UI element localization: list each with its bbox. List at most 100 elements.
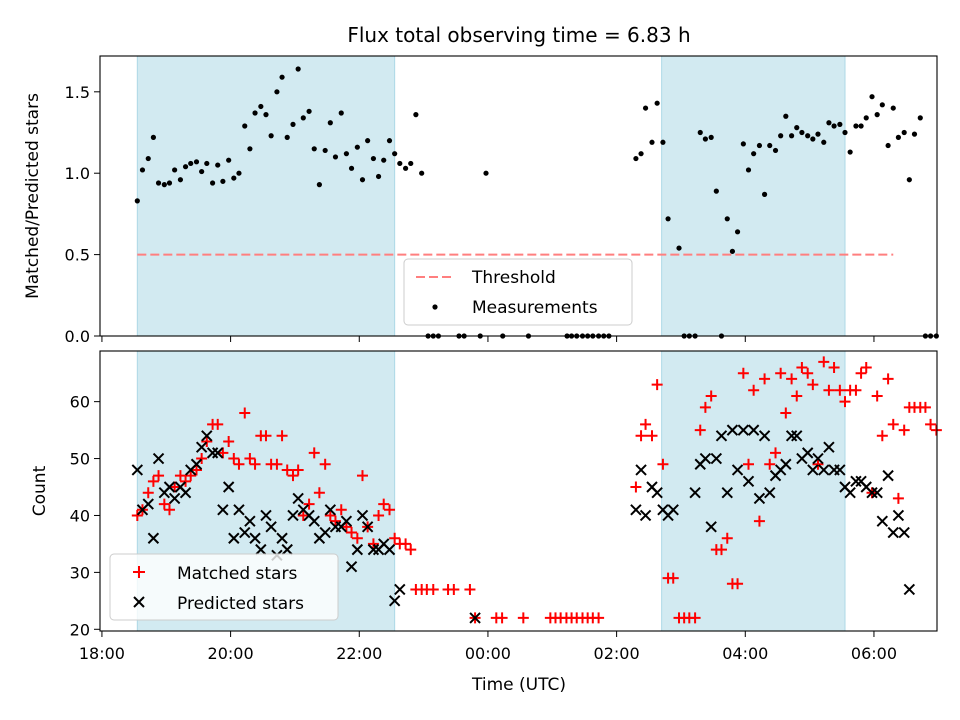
- measurement-point: [300, 115, 306, 121]
- legend-matched-swatch: [133, 566, 145, 578]
- measurement-point: [236, 170, 242, 176]
- matched-star-marker: [185, 470, 197, 482]
- matched-star-marker: [196, 453, 208, 465]
- legend-matched-label: Matched stars: [177, 564, 297, 584]
- measurement-point: [177, 177, 184, 183]
- measurement-point: [386, 138, 393, 144]
- predicted-star-marker: [635, 464, 647, 476]
- shaded-regions-top: [136, 55, 846, 337]
- measurement-point: [879, 102, 885, 108]
- matched-star-marker: [292, 464, 304, 476]
- matched-star-marker: [919, 401, 931, 413]
- predicted-star-marker: [699, 452, 712, 465]
- matched-star-marker: [689, 612, 701, 624]
- measurement-point: [172, 167, 178, 173]
- predicted-star-marker: [276, 532, 288, 544]
- predicted-star-marker: [791, 430, 803, 442]
- predicted-star-marker: [142, 498, 154, 510]
- predicted-star-marker: [834, 464, 846, 476]
- measurement-point: [789, 133, 795, 139]
- measurement-point: [392, 151, 398, 157]
- matched-star-marker: [812, 458, 824, 470]
- y-axis-top: 0.0 0.5 1.0 1.5: [65, 83, 100, 346]
- matched-star-marker: [721, 532, 733, 544]
- y-axis-label-bottom: Count: [30, 465, 50, 516]
- matched-star-marker: [667, 572, 679, 584]
- measurement-point: [767, 142, 773, 149]
- measurement-point: [740, 141, 746, 147]
- measurement-point: [322, 147, 328, 154]
- measurement-point: [869, 94, 875, 100]
- measurement-point: [354, 144, 360, 150]
- predicted-star-marker: [753, 492, 766, 505]
- axes-frame-top: [99, 55, 938, 337]
- predicted-star-marker: [876, 515, 889, 527]
- matched-star-marker: [244, 453, 256, 465]
- predicted-star-marker: [212, 447, 224, 459]
- matched-star-marker: [882, 373, 894, 385]
- x-tick-label: 02:00: [594, 644, 640, 663]
- matched-star-marker: [142, 487, 154, 499]
- measurement-point: [327, 120, 333, 126]
- matched-star-marker: [131, 509, 143, 521]
- predicted-star-marker: [244, 515, 256, 527]
- matched-star-marker: [770, 447, 782, 459]
- measurement-point: [660, 139, 666, 145]
- predicted-star-marker: [630, 504, 642, 516]
- matched-star-marker: [180, 475, 192, 487]
- predicted-star-marker: [255, 543, 267, 556]
- predicted-star-marker: [469, 612, 481, 624]
- matched-star-marker: [335, 504, 347, 516]
- measurement-point: [161, 182, 167, 188]
- measurement-point: [885, 142, 891, 149]
- predicted-star-marker: [367, 543, 380, 556]
- legend-measurement-swatch: [432, 304, 438, 310]
- matched-star-marker: [646, 430, 658, 442]
- matched-star-marker: [657, 458, 669, 470]
- matched-star-marker: [313, 487, 325, 499]
- measurement-point: [375, 173, 382, 180]
- matched-star-marker: [223, 435, 235, 447]
- matched-star-marker: [517, 612, 529, 624]
- predicted-star-marker: [689, 486, 701, 499]
- measurement-point: [901, 129, 907, 136]
- predicted-star-marker: [179, 486, 192, 499]
- matched-star-marker: [389, 532, 401, 544]
- measurement-point: [182, 164, 189, 170]
- predicted-star-marker: [233, 504, 245, 516]
- matched-star-marker: [169, 481, 181, 493]
- matched-stars-points: [131, 356, 942, 624]
- panel-ratio: 0.0 0.5 1.0 1.5 Matched/Predicted stars Thr…: [23, 55, 939, 346]
- predicted-star-marker: [721, 486, 733, 499]
- y-tick-label: 1.0: [65, 164, 90, 183]
- matched-star-marker: [217, 447, 229, 459]
- measurement-point: [911, 131, 918, 137]
- y-axis-bottom: 20 30 40 50 60: [70, 393, 100, 639]
- predicted-star-marker: [726, 424, 739, 436]
- measurement-points: [134, 66, 939, 339]
- measurement-point: [853, 123, 859, 129]
- measurement-point: [821, 139, 827, 145]
- chart-title: Flux total observing time = 6.83 h: [347, 23, 690, 47]
- predicted-star-marker: [892, 509, 905, 522]
- measurement-point: [252, 110, 258, 116]
- measurement-point: [231, 175, 237, 181]
- matched-star-marker: [705, 390, 717, 402]
- measurement-point: [483, 170, 489, 176]
- matched-star-marker: [871, 390, 883, 402]
- matched-star-marker: [351, 532, 363, 544]
- predicted-star-marker: [785, 430, 798, 442]
- measurement-point: [193, 159, 200, 165]
- matched-star-marker: [593, 612, 605, 624]
- measurement-point: [199, 168, 205, 175]
- x-axis-bottom: 18:00 20:00 22:00 00:00 02:00 04:00 06:00: [79, 631, 897, 663]
- predicted-star-marker: [222, 481, 235, 493]
- matched-star-marker: [212, 418, 224, 430]
- predicted-star-marker: [319, 526, 331, 539]
- matched-star-marker: [828, 362, 840, 374]
- measurement-point: [359, 177, 366, 183]
- matched-star-marker: [356, 470, 368, 482]
- measurement-point: [826, 120, 832, 126]
- matched-star-marker: [699, 401, 711, 413]
